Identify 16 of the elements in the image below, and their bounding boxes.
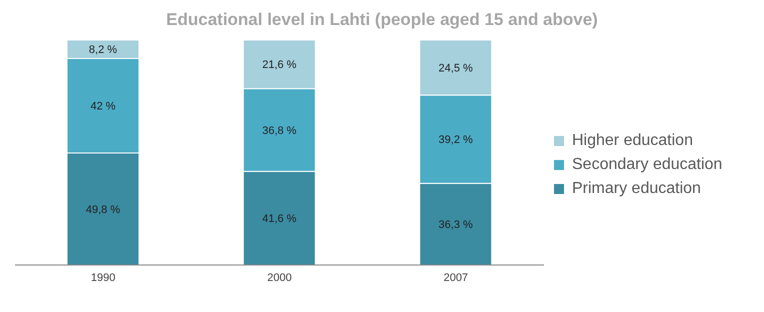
x-tick-label: 2007: [444, 272, 468, 284]
chart-title: Educational level in Lahti (people aged 15 and above): [165, 10, 599, 30]
data-label: 8,2 %: [88, 44, 118, 56]
legend-label: Primary education: [572, 180, 701, 198]
x-tick-label: 2000: [267, 272, 292, 284]
data-label: 49,8 %: [86, 204, 120, 216]
data-label: 36,3 %: [438, 219, 474, 232]
data-label: 41,6 %: [262, 213, 297, 226]
data-label: 42 %: [90, 100, 116, 113]
legend-label: Higher education: [572, 132, 693, 150]
data-label: 24,5 %: [438, 62, 474, 74]
legend-label: Secondary education: [572, 156, 722, 174]
x-tick-label: 1990: [90, 272, 116, 284]
data-label: 36,8 %: [262, 124, 297, 137]
data-label: 21,6 %: [262, 59, 297, 72]
data-label: 39,2 %: [438, 134, 474, 146]
